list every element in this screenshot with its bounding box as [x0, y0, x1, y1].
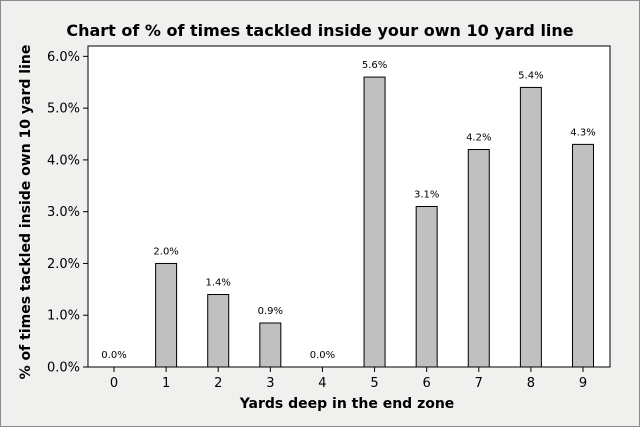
chart-title: Chart of % of times tackled inside your … [66, 21, 573, 40]
data-labels: 0.0% 2.0% 1.4% 0.9% 0.0% 5.6% 3.1% 4.2% 5.4% 4.3% [101, 60, 595, 361]
data-label: 4.3% [570, 127, 595, 138]
x-axis: 0 1 2 3 4 5 6 7 8 9 [110, 367, 587, 391]
data-label: 1.4% [206, 278, 231, 289]
x-tick-label: 5 [370, 376, 378, 391]
y-tick-label: 0.0% [47, 361, 80, 376]
data-label: 0.9% [258, 306, 283, 317]
data-label: 2.0% [153, 246, 178, 257]
bar [415, 206, 438, 368]
data-label: 3.1% [414, 190, 439, 201]
bar [207, 294, 230, 368]
y-axis-label: % of times tackled inside own 10 yard li… [18, 45, 34, 380]
y-axis: 0.0% 1.0% 2.0% 3.0% 4.0% 5.0% 6.0% [47, 50, 88, 376]
x-tick-label: 8 [527, 376, 535, 391]
x-tick-label: 3 [266, 376, 274, 391]
bar [467, 149, 490, 368]
bar [155, 262, 178, 368]
bar [363, 76, 386, 368]
x-axis-label: Yards deep in the end zone [239, 396, 455, 412]
x-tick-label: 7 [475, 376, 483, 391]
y-tick-label: 4.0% [47, 153, 80, 168]
bar [259, 322, 282, 368]
bar [519, 86, 542, 368]
x-tick-label: 2 [214, 376, 222, 391]
data-label: 5.6% [362, 60, 387, 71]
y-tick-label: 6.0% [47, 50, 80, 65]
y-tick-label: 3.0% [47, 205, 80, 220]
y-tick-label: 5.0% [47, 102, 80, 117]
data-label: 5.4% [518, 70, 543, 81]
x-tick-label: 9 [579, 376, 587, 391]
x-tick-label: 1 [162, 376, 170, 391]
data-label: 0.0% [310, 350, 335, 361]
bar [572, 143, 594, 368]
y-tick-label: 1.0% [47, 309, 80, 324]
bar-series [155, 76, 594, 368]
data-label: 0.0% [101, 350, 126, 361]
y-tick-label: 2.0% [47, 257, 80, 272]
x-tick-label: 4 [318, 376, 326, 391]
data-label: 4.2% [466, 133, 491, 144]
x-tick-label: 6 [423, 376, 431, 391]
x-tick-label: 0 [110, 376, 118, 391]
